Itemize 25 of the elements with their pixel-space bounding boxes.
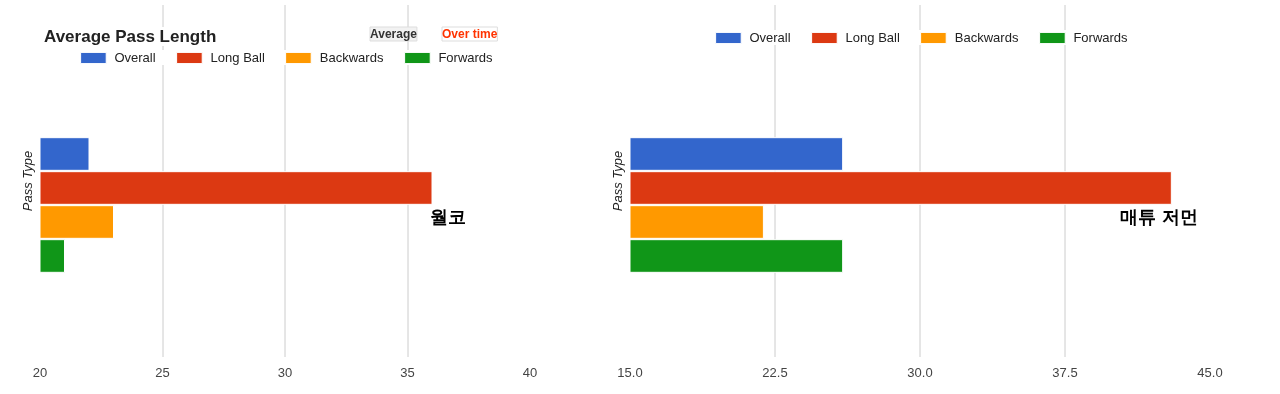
x-tick-label: 22.5 xyxy=(762,365,788,380)
legend-label: Overall xyxy=(749,30,791,45)
legend-label: Long Ball xyxy=(210,50,265,65)
legend-label: Backwards xyxy=(954,30,1019,45)
legend-label: Forwards xyxy=(1073,30,1128,45)
annotation: Average xyxy=(370,27,418,41)
x-tick-label: 25 xyxy=(155,365,170,380)
y-axis-title: Pass Type xyxy=(610,150,625,212)
annotation: 월코 xyxy=(430,206,466,227)
legend-label: Overall xyxy=(114,50,156,65)
x-tick-label: 15.0 xyxy=(617,365,643,380)
x-tick-label: 45.0 xyxy=(1197,365,1223,380)
text: Average Pass Length xyxy=(44,27,217,46)
x-tick-label: 40 xyxy=(522,365,538,380)
x-tick-label: 30 xyxy=(277,365,293,380)
y-axis-title: Pass Type xyxy=(20,150,35,212)
annotation: Over time xyxy=(442,27,498,41)
x-tick-label: 20 xyxy=(32,365,48,380)
x-tick-label: 37.5 xyxy=(1052,365,1078,380)
annotation: 매튜 저먼 xyxy=(1120,206,1199,227)
legend-label: Long Ball xyxy=(845,30,900,45)
legend-label: Backwards xyxy=(319,50,384,65)
x-tick-label: 30.0 xyxy=(907,365,933,380)
x-tick-label: 35 xyxy=(400,365,415,380)
legend-label: Forwards xyxy=(438,50,493,65)
